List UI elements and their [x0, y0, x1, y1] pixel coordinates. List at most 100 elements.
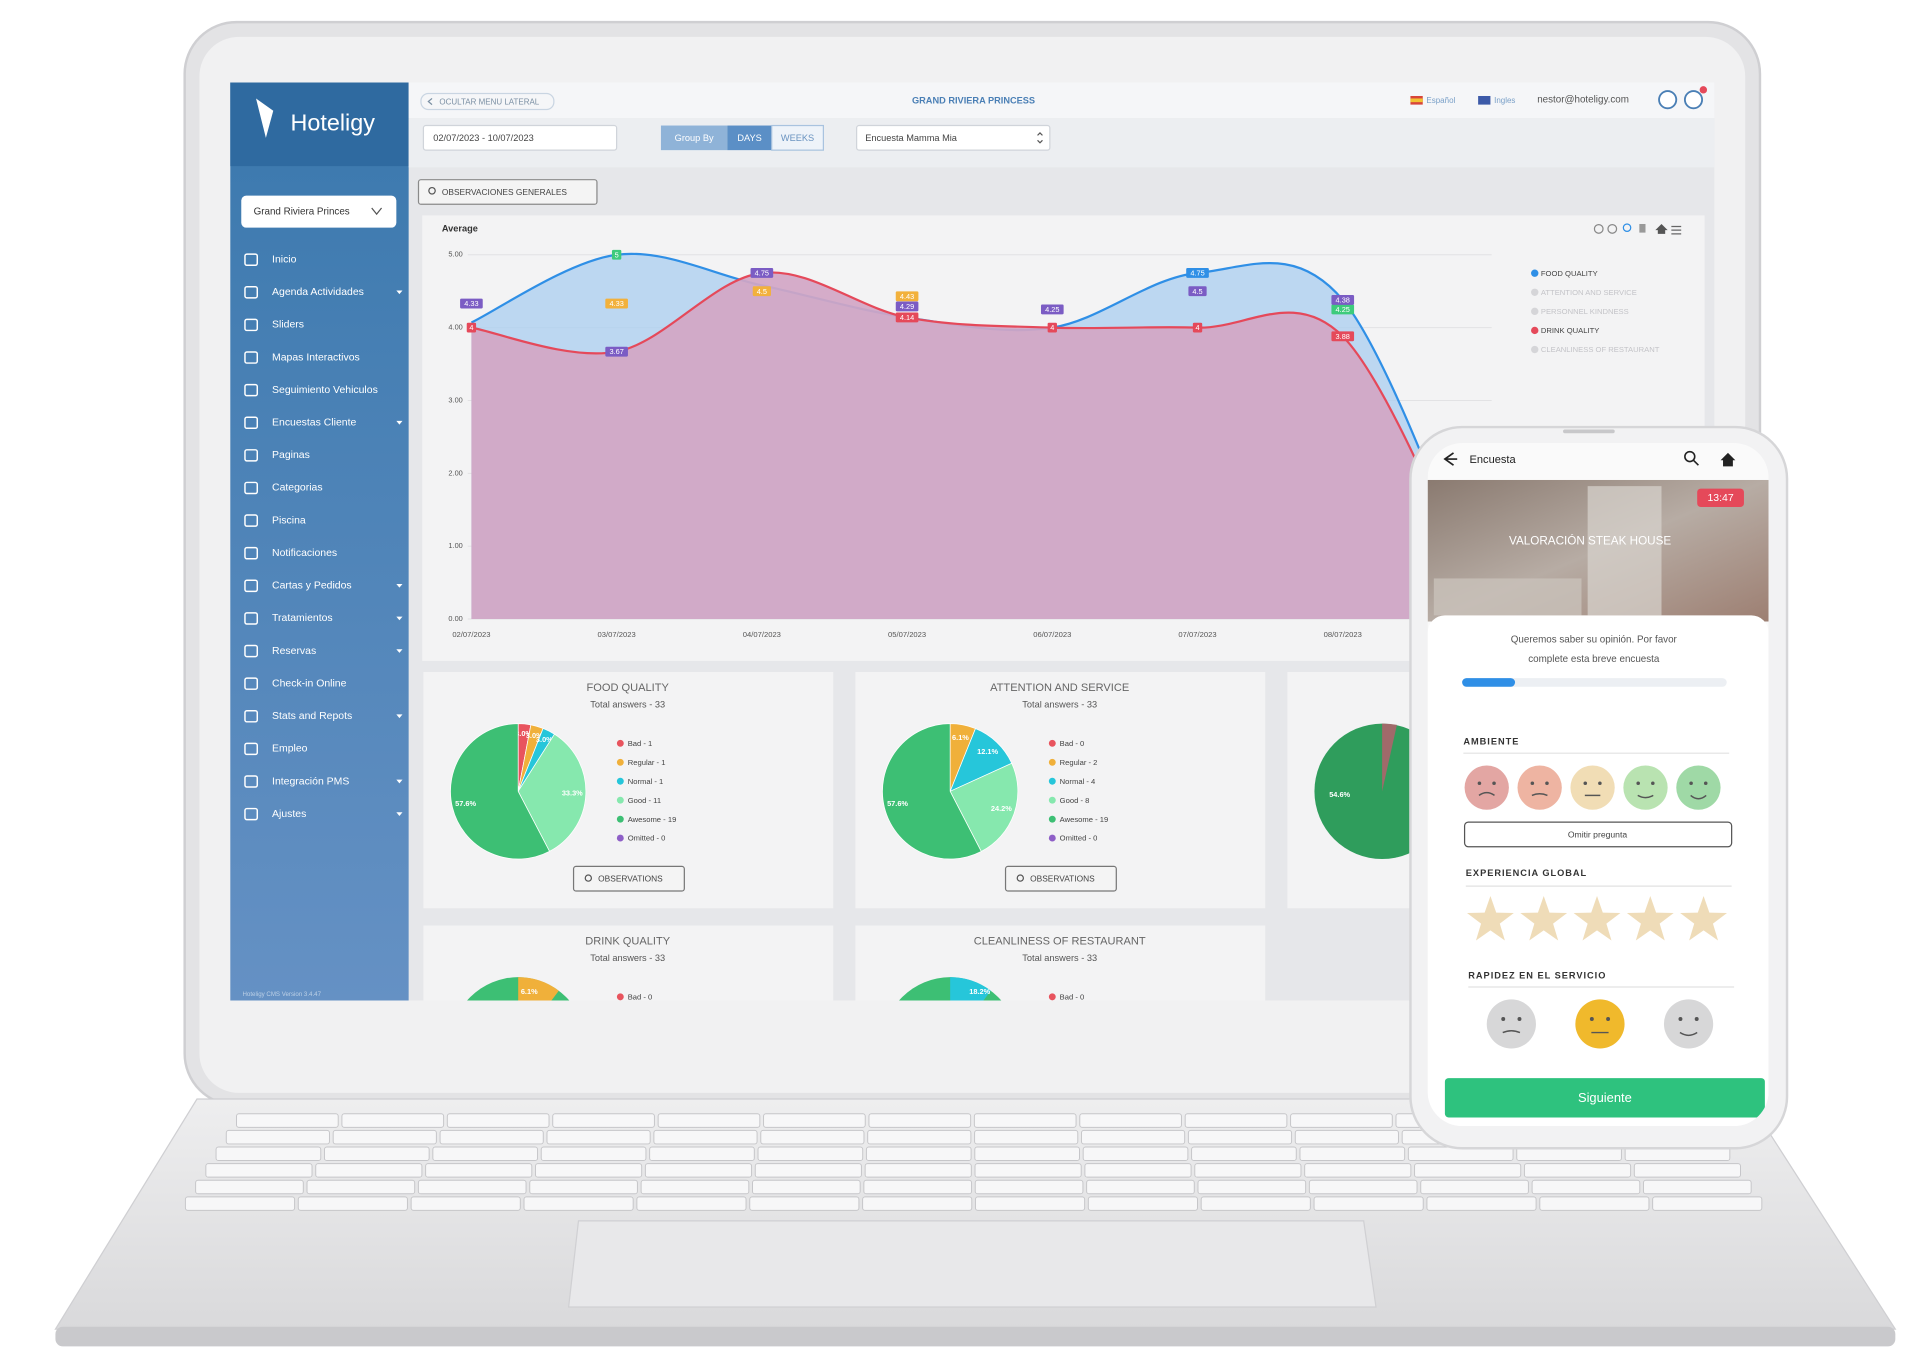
avatar[interactable]: [1658, 90, 1678, 110]
menu-item[interactable]: Agenda Actividades: [272, 287, 364, 298]
menu-item[interactable]: Cartas y Pedidos: [272, 581, 352, 592]
face[interactable]: [1486, 999, 1536, 1049]
eye: [1678, 1017, 1683, 1021]
mouth: [1531, 793, 1548, 797]
menu-item[interactable]: Check-in Online: [272, 678, 347, 689]
menu-item[interactable]: Paginas: [272, 450, 310, 461]
menu-item[interactable]: Reservas: [272, 646, 316, 657]
reset[interactable]: [1655, 223, 1668, 234]
menu-item[interactable]: Tratamientos: [272, 613, 333, 624]
menu-icon: [244, 677, 259, 690]
option-label[interactable]: DAYS: [737, 133, 761, 143]
menu-item[interactable]: Integración PMS: [272, 776, 349, 787]
face[interactable]: [1676, 765, 1721, 810]
pie-slice-shape: [518, 977, 559, 1001]
zoom-in[interactable]: [1593, 223, 1604, 234]
toggle-menu[interactable]: OCULTAR MENU LATERAL: [439, 97, 539, 106]
menu-item[interactable]: Inicio: [272, 254, 297, 265]
observations-general[interactable]: OBSERVACIONES GENERALES: [442, 187, 568, 197]
key: [297, 1196, 408, 1211]
home-icon[interactable]: [1720, 452, 1736, 467]
legend-entry[interactable]: PERSONNEL KINDNESS: [1541, 307, 1629, 316]
survey-select[interactable]: [856, 124, 1051, 151]
option-weeks[interactable]: [771, 124, 825, 151]
language[interactable]: Español: [1426, 96, 1455, 105]
pie-slice: [882, 723, 982, 860]
face[interactable]: [1517, 765, 1562, 810]
menu-item[interactable]: Seguimiento Vehiculos: [272, 385, 378, 396]
legend-entry: Awesome - 19: [1060, 815, 1109, 824]
next[interactable]: Siguiente: [1578, 1090, 1632, 1105]
option-days[interactable]: [727, 125, 772, 151]
slice-label: 3.0%: [536, 735, 553, 744]
key: [1191, 1146, 1297, 1162]
observations[interactable]: OBSERVATIONS: [598, 874, 663, 884]
notifications[interactable]: [1683, 90, 1704, 110]
observations-button[interactable]: [1004, 865, 1117, 892]
star[interactable]: [1520, 895, 1568, 941]
legend-entry[interactable]: CLEANLINESS OF RESTAURANT: [1541, 345, 1660, 354]
face[interactable]: [1464, 765, 1509, 810]
date-input[interactable]: [422, 124, 618, 151]
phone-header: Encuesta: [1470, 454, 1517, 466]
star[interactable]: [1573, 895, 1621, 941]
menu-icon: [244, 351, 259, 364]
legend-marker: [1048, 815, 1056, 823]
zoom-select[interactable]: [1622, 223, 1632, 232]
star[interactable]: [1467, 895, 1514, 941]
menu-item[interactable]: Encuestas Cliente: [272, 418, 356, 429]
laptop-edge: [55, 1326, 1896, 1347]
legend-entry[interactable]: FOOD QUALITY: [1541, 269, 1598, 278]
menu[interactable]: [1671, 225, 1682, 235]
legend-entry: Regular - 1: [628, 758, 666, 767]
key: [410, 1196, 521, 1211]
menu-item[interactable]: Empleo: [272, 744, 308, 755]
skip-button[interactable]: [1463, 821, 1733, 848]
language[interactable]: Ingles: [1494, 96, 1515, 105]
observations-general-button[interactable]: [417, 179, 598, 205]
menu-icon: [244, 775, 259, 788]
option-label[interactable]: WEEKS: [781, 133, 814, 143]
key: [323, 1146, 430, 1162]
menu-item[interactable]: Notificaciones: [272, 548, 337, 559]
menu-item[interactable]: Categorias: [272, 483, 323, 494]
pan[interactable]: [1639, 223, 1646, 233]
menu-item[interactable]: Mapas Interactivos: [272, 352, 360, 363]
data-label: 4.25: [1045, 305, 1059, 314]
legend-entry[interactable]: ATTENTION AND SERVICE: [1541, 288, 1637, 297]
eye: [1606, 1017, 1611, 1021]
key: [417, 1179, 527, 1195]
zoom-out[interactable]: [1607, 223, 1618, 234]
data-label-box: [1188, 286, 1207, 297]
star[interactable]: [1680, 895, 1727, 941]
menu-icon: [244, 546, 259, 560]
face[interactable]: [1570, 765, 1615, 810]
data-label-box: [605, 298, 628, 309]
search-handle: [1692, 459, 1699, 466]
menu-item[interactable]: Sliders: [272, 320, 304, 331]
toggle-pill[interactable]: [420, 92, 555, 111]
legend-marker: [1048, 777, 1056, 785]
user-email[interactable]: nestor@hoteligy.com: [1537, 94, 1629, 105]
data-label: 3.67: [609, 347, 623, 356]
search-icon[interactable]: [1684, 450, 1696, 463]
next-button[interactable]: [1444, 1078, 1765, 1118]
menu-item[interactable]: Stats and Repots: [272, 711, 352, 722]
back-icon[interactable]: [1443, 452, 1458, 466]
face[interactable]: [1623, 765, 1668, 810]
hotel-select-text: Grand Riviera Princes: [254, 206, 350, 217]
key: [540, 1146, 647, 1162]
y-tick-label: 4.00: [448, 323, 462, 332]
face[interactable]: [1575, 999, 1625, 1049]
observations-button[interactable]: [572, 865, 685, 892]
menu-item[interactable]: Ajustes: [272, 809, 306, 820]
legend-entry[interactable]: DRINK QUALITY: [1541, 326, 1599, 335]
logo-mark: [256, 98, 274, 138]
face[interactable]: [1663, 999, 1714, 1049]
observations[interactable]: OBSERVATIONS: [1030, 874, 1095, 884]
menu-item[interactable]: Piscina: [272, 515, 306, 526]
star[interactable]: [1626, 895, 1674, 941]
skip[interactable]: Omitir pregunta: [1568, 829, 1628, 839]
hotel-select[interactable]: [241, 195, 397, 228]
